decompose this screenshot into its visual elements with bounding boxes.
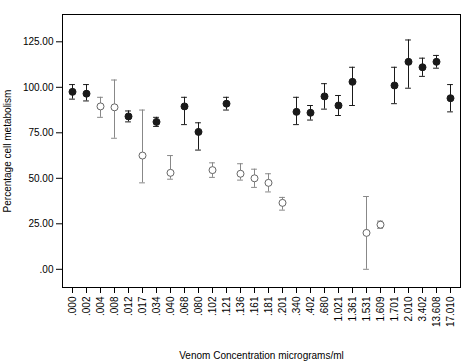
svg-text:.080: .080: [193, 296, 204, 316]
svg-text:.402: .402: [305, 296, 316, 316]
svg-text:.121: .121: [221, 296, 232, 316]
svg-text:.102: .102: [207, 296, 218, 316]
svg-text:13.608: 13.608: [431, 296, 442, 327]
svg-text:1.609: 1.609: [375, 296, 386, 321]
svg-text:125.00: 125.00: [23, 36, 54, 47]
svg-text:.002: .002: [81, 296, 92, 316]
svg-text:.000: .000: [67, 296, 78, 316]
svg-text:17.010: 17.010: [445, 296, 456, 327]
svg-text:.136: .136: [235, 296, 246, 316]
svg-text:.680: .680: [319, 296, 330, 316]
svg-text:50.00: 50.00: [28, 173, 53, 184]
svg-text:.181: .181: [263, 296, 274, 316]
svg-text:3.402: 3.402: [417, 296, 428, 321]
svg-text:.008: .008: [109, 296, 120, 316]
svg-text:75.00: 75.00: [28, 127, 53, 138]
svg-text:1.531: 1.531: [361, 296, 372, 321]
svg-text:.040: .040: [165, 296, 176, 316]
svg-text:.00: .00: [40, 264, 54, 275]
svg-text:.161: .161: [249, 296, 260, 316]
svg-text:Percentage cell metabolism: Percentage cell metabolism: [2, 90, 13, 213]
svg-text:Venom Concentration micrograms: Venom Concentration micrograms/ml: [179, 350, 344, 361]
svg-text:.340: .340: [291, 296, 302, 316]
svg-text:2.010: 2.010: [403, 296, 414, 321]
svg-text:.017: .017: [137, 296, 148, 316]
svg-text:1.701: 1.701: [389, 296, 400, 321]
svg-text:.068: .068: [179, 296, 190, 316]
svg-text:100.00: 100.00: [23, 82, 54, 93]
svg-text:.034: .034: [151, 296, 162, 316]
svg-text:1.021: 1.021: [333, 296, 344, 321]
svg-text:.004: .004: [95, 296, 106, 316]
svg-text:.201: .201: [277, 296, 288, 316]
svg-text:1.361: 1.361: [347, 296, 358, 321]
svg-text:.012: .012: [123, 296, 134, 316]
svg-text:25.00: 25.00: [28, 218, 53, 229]
